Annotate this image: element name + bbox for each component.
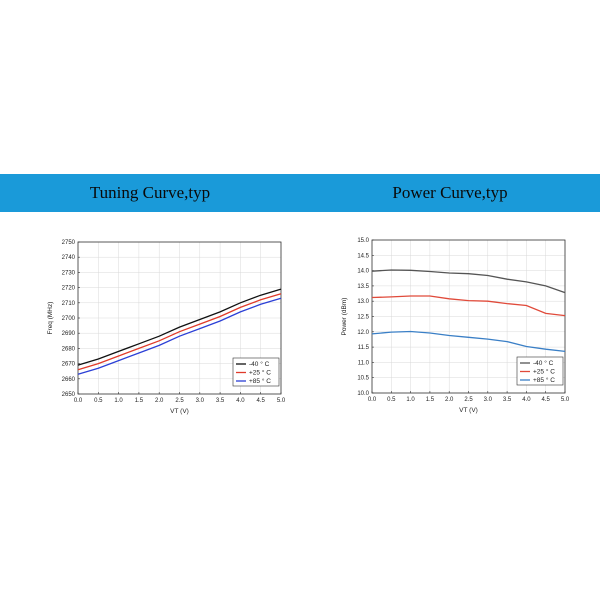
x-tick-label: 3.5 bbox=[503, 397, 512, 403]
y-tick-label: 10.5 bbox=[357, 376, 369, 382]
x-tick-label: 4.5 bbox=[542, 397, 551, 403]
y-tick-label: 13.5 bbox=[357, 284, 369, 290]
x-tick-label: 3.0 bbox=[484, 397, 493, 403]
series-line-1 bbox=[371, 269, 566, 294]
x-tick-label: 4.5 bbox=[257, 398, 266, 404]
legend-label: -40 ° C bbox=[533, 359, 554, 367]
legend-label: +25 ° C bbox=[249, 369, 271, 377]
y-tick-label: 11.0 bbox=[358, 360, 370, 366]
y-tick-label: 12.5 bbox=[357, 315, 369, 321]
x-tick-label: 3.5 bbox=[216, 398, 225, 404]
series-line-1 bbox=[77, 288, 282, 366]
x-tick-label: 5.0 bbox=[561, 397, 570, 403]
y-tick-label: 2750 bbox=[62, 240, 76, 246]
y-tick-label: 2700 bbox=[62, 316, 76, 322]
x-tick-label: 1.5 bbox=[426, 397, 435, 403]
series-line-2 bbox=[371, 295, 566, 317]
y-tick-label: 2740 bbox=[62, 255, 76, 261]
x-tick-label: 1.5 bbox=[135, 398, 144, 404]
y-tick-label: 2720 bbox=[62, 286, 76, 292]
y-tick-label: 2730 bbox=[62, 270, 76, 276]
y-tick-label: 10.0 bbox=[357, 391, 369, 397]
x-tick-label: 0.5 bbox=[94, 398, 103, 404]
x-tick-label: 2.0 bbox=[445, 397, 454, 403]
x-tick-label: 2.0 bbox=[155, 398, 164, 404]
y-axis-label: Freq (MHz) bbox=[47, 302, 54, 335]
x-tick-label: 0.0 bbox=[74, 398, 83, 404]
y-tick-label: 12.0 bbox=[357, 330, 369, 336]
x-axis-label: VT (V) bbox=[170, 408, 189, 415]
series-line-3 bbox=[371, 330, 566, 353]
power-curve-chart: 0.0 0.5 1.0 1.5 2.0 2.5 3.0 3.5 4.0 4.5 5.0 10.0 10.… bbox=[341, 238, 570, 414]
x-tick-label: 0.5 bbox=[387, 397, 396, 403]
y-tick-label: 2660 bbox=[62, 377, 76, 383]
tuning-curve-title: Tuning Curve,typ bbox=[89, 183, 211, 202]
y-tick-label: 14.5 bbox=[357, 253, 369, 259]
tuning-curve-chart: 0.0 0.5 1.0 1.5 2.0 2.5 3.0 3.5 4.0 4.5 5.0 2650 266… bbox=[47, 240, 286, 415]
power-curve-title: Power Curve,typ bbox=[392, 183, 508, 202]
y-tick-label: 2680 bbox=[62, 346, 76, 352]
x-tick-label: 2.5 bbox=[464, 397, 473, 403]
legend-label: +25 ° C bbox=[533, 368, 555, 376]
y-tick-label: 2690 bbox=[62, 331, 76, 337]
x-tick-label: 0.0 bbox=[368, 397, 377, 403]
y-tick-label: 11.5 bbox=[358, 345, 370, 351]
x-tick-label: 2.5 bbox=[175, 398, 184, 404]
x-tick-label: 1.0 bbox=[114, 398, 123, 404]
x-tick-label: 4.0 bbox=[522, 397, 531, 403]
title-banner: Tuning Curve,typ Power Curve,typ bbox=[0, 174, 600, 212]
legend-label: +85 ° C bbox=[249, 377, 271, 385]
x-tick-label: 5.0 bbox=[277, 398, 286, 404]
x-axis-label: VT (V) bbox=[459, 407, 478, 414]
y-tick-label: 2650 bbox=[62, 392, 76, 398]
x-tick-label: 1.0 bbox=[406, 397, 415, 403]
x-tick-label: 3.0 bbox=[196, 398, 205, 404]
legend-label: -40 ° C bbox=[249, 360, 270, 368]
y-tick-label: 15.0 bbox=[357, 238, 369, 244]
y-tick-label: 2710 bbox=[62, 301, 76, 307]
legend-label: +85 ° C bbox=[533, 376, 555, 384]
series-line-3 bbox=[77, 297, 282, 375]
series-line-2 bbox=[77, 293, 282, 371]
y-tick-label: 14.0 bbox=[357, 269, 369, 275]
y-tick-label: 13.0 bbox=[357, 299, 369, 305]
x-tick-label: 4.0 bbox=[236, 398, 245, 404]
y-axis-label: Power (dBm) bbox=[341, 298, 348, 336]
y-tick-label: 2670 bbox=[62, 362, 76, 368]
